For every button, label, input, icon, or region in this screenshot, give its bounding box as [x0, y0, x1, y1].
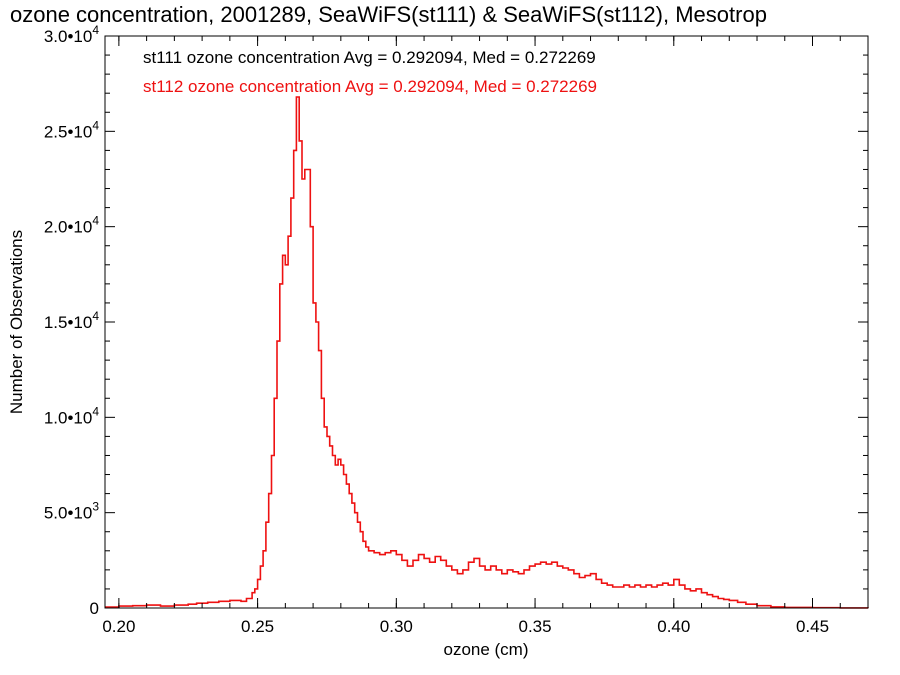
y-tick-label: 1.5•104: [44, 309, 100, 332]
legend: st111 ozone concentration Avg = 0.292094…: [143, 48, 597, 96]
y-tick-label: 1.0•104: [44, 404, 100, 427]
x-tick-label: 0.35: [519, 617, 552, 636]
x-tick-label: 0.40: [657, 617, 690, 636]
y-axis-label: Number of Observations: [7, 230, 26, 414]
y-tick-label: 2.5•104: [44, 118, 100, 141]
legend-entry-0: st111 ozone concentration Avg = 0.292094…: [143, 48, 596, 67]
y-tick-label: 5.0•103: [44, 500, 100, 523]
x-axis-label: ozone (cm): [443, 640, 528, 659]
x-tick-label: 0.25: [241, 617, 274, 636]
y-tick-label: 3.0•104: [44, 23, 100, 46]
y-tick-label: 2.0•104: [44, 214, 100, 237]
plot-frame: [104, 35, 869, 609]
x-tick-label: 0.30: [380, 617, 413, 636]
chart-title: ozone concentration, 2001289, SeaWiFS(st…: [10, 2, 767, 27]
legend-entry-1: st112 ozone concentration Avg = 0.292094…: [143, 77, 597, 96]
series-layer: [105, 96, 869, 609]
x-tick-label: 0.20: [102, 617, 135, 636]
x-tick-label: 0.45: [796, 617, 829, 636]
y-tick-label: 0: [90, 599, 99, 618]
series-line-0: [105, 96, 869, 609]
ticks-layer: 0.20 0.25 0.30 0.35 0.40 0.45 0 5.0•103 1.0•104 1…: [44, 23, 868, 636]
